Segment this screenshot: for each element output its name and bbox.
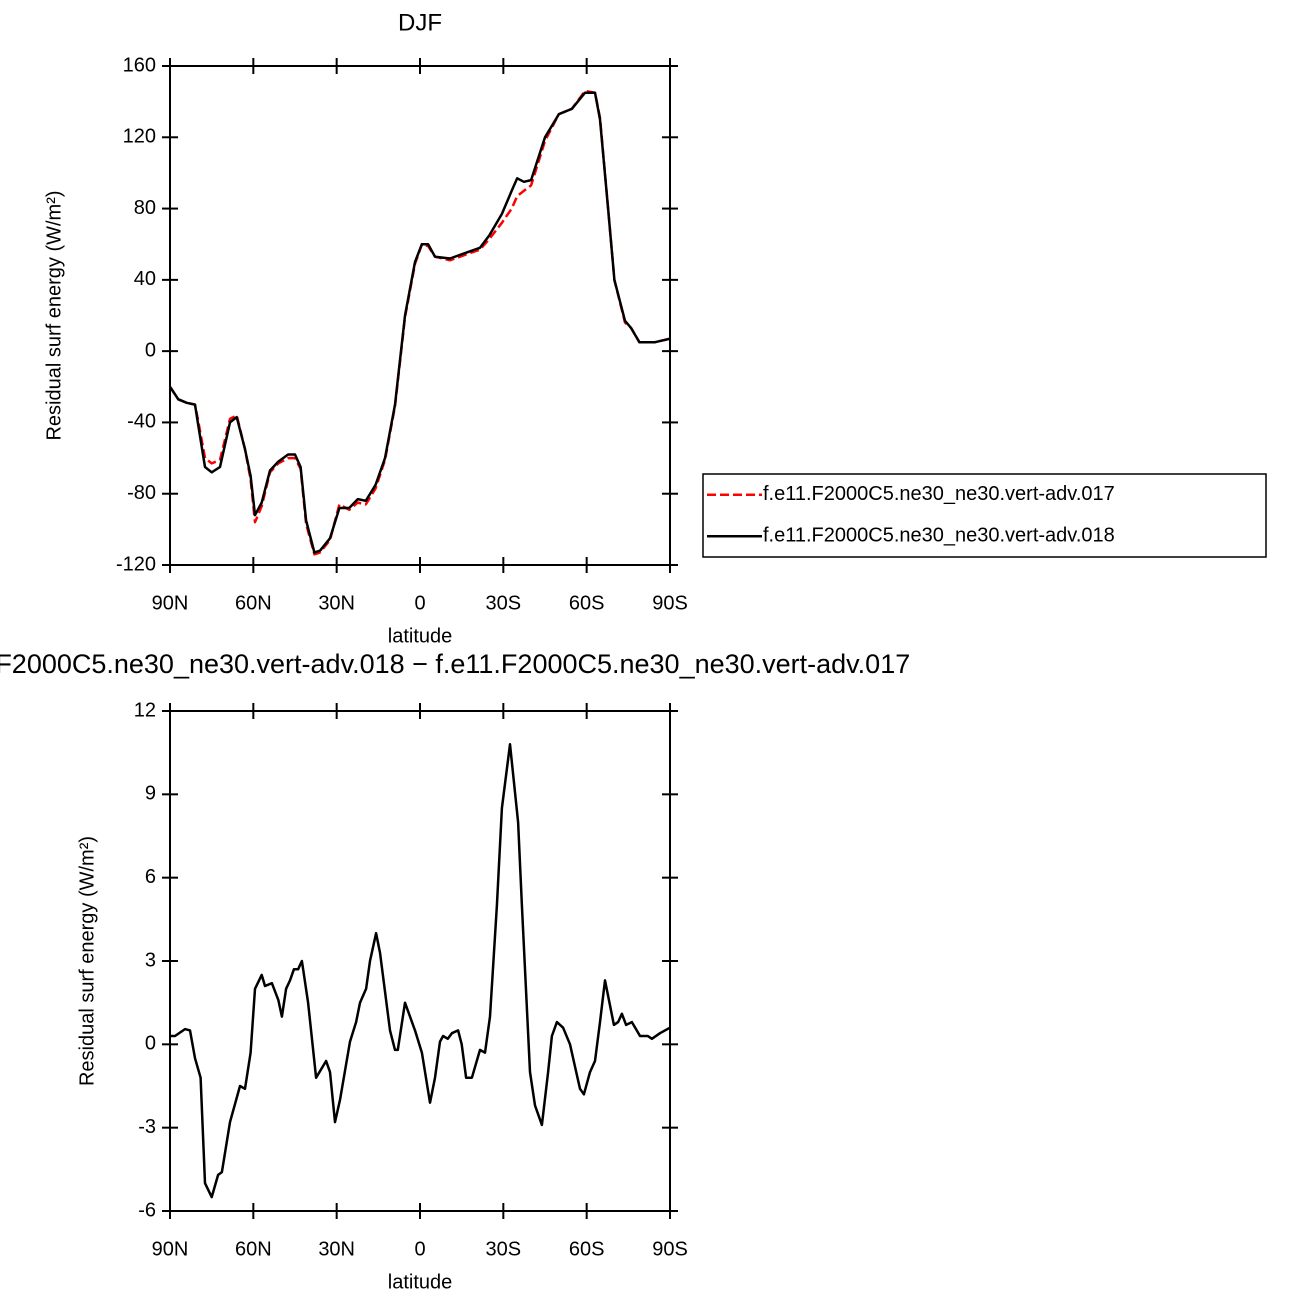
x-tick-label: 30S: [486, 1238, 522, 1260]
y-tick-label: -80: [127, 482, 156, 504]
data-line: [170, 743, 671, 1199]
y-tick-label: 0: [145, 339, 156, 361]
x-tick-label: 90N: [152, 592, 189, 614]
y-tick-label: 80: [134, 197, 156, 219]
plot-frame: [169, 710, 671, 1212]
x-axis-label: latitude: [388, 1271, 453, 1293]
x-tick-label: 60S: [569, 1238, 605, 1260]
x-tick-label: 30S: [486, 592, 522, 614]
chart-title: DJF: [398, 9, 442, 36]
legend-label: f.e11.F2000C5.ne30_ne30.vert-adv.017: [763, 483, 1115, 505]
x-tick-label: 90S: [652, 592, 688, 614]
y-tick-label: 40: [134, 268, 156, 290]
y-tick-label: -6: [138, 1199, 156, 1221]
plot-frame: [169, 65, 671, 566]
y-tick-label: -3: [138, 1116, 156, 1138]
x-tick-label: 30N: [318, 592, 355, 614]
y-tick-label: 3: [145, 949, 156, 971]
x-tick-label: 60N: [235, 1238, 272, 1260]
x-tick-label: 30N: [318, 1238, 355, 1260]
y-axis-label: Residual surf energy (W/m²): [76, 836, 98, 1086]
y-tick-label: -40: [127, 411, 156, 433]
y-tick-label: 6: [145, 866, 156, 888]
data-line: [168, 89, 671, 556]
y-tick-label: 9: [145, 783, 156, 805]
x-tick-label: 90S: [652, 1238, 688, 1260]
y-tick-label: 160: [123, 54, 156, 76]
x-tick-label: 60S: [569, 592, 605, 614]
y-tick-label: -120: [116, 553, 156, 575]
x-tick-label: 0: [414, 592, 425, 614]
x-tick-label: 60N: [235, 592, 272, 614]
y-axis-label: Residual surf energy (W/m²): [43, 190, 65, 440]
y-tick-label: 0: [145, 1033, 156, 1055]
chart-title: f.e11.F2000C5.ne30_ne30.vert-adv.018 − f…: [0, 649, 910, 679]
legend-box: [702, 473, 1267, 558]
x-tick-label: 90N: [152, 1238, 189, 1260]
y-tick-label: 12: [134, 699, 156, 721]
y-tick-label: 120: [123, 126, 156, 148]
x-axis-label: latitude: [388, 625, 453, 647]
data-line: [168, 91, 671, 554]
x-tick-label: 0: [414, 1238, 425, 1260]
legend-label: f.e11.F2000C5.ne30_ne30.vert-adv.018: [763, 525, 1115, 547]
